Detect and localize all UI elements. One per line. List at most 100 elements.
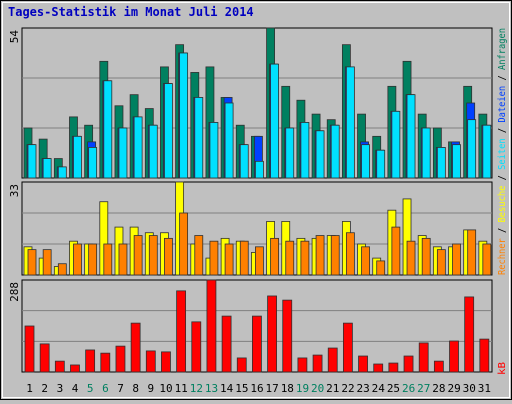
bar — [315, 235, 325, 276]
legend-entry: Dateien — [497, 86, 508, 123]
x-tick-label: 11 — [175, 382, 188, 395]
x-tick-label: 4 — [72, 382, 79, 395]
bar — [103, 243, 113, 276]
y-tick-label: 33 — [8, 184, 21, 197]
legend-entry: Seiten — [497, 138, 508, 170]
bar — [161, 351, 171, 373]
bar — [449, 340, 459, 373]
bar — [403, 355, 414, 373]
bar — [88, 243, 98, 276]
bar — [300, 122, 310, 179]
x-tick-label: 13 — [205, 382, 218, 395]
x-tick-label: 1 — [26, 382, 33, 395]
x-tick-label: 24 — [372, 382, 386, 395]
frame-bevel — [2, 2, 510, 398]
bar — [330, 124, 340, 179]
bar — [54, 360, 65, 373]
bar — [267, 295, 277, 373]
bar — [388, 362, 399, 373]
bar — [164, 83, 173, 179]
x-tick-label: 5 — [87, 382, 94, 395]
bar — [39, 343, 50, 373]
bar — [479, 338, 490, 373]
bar — [467, 229, 477, 276]
bar — [391, 226, 401, 276]
x-tick-label: 27 — [417, 382, 430, 395]
bar — [57, 263, 67, 276]
bar — [209, 122, 219, 179]
x-tick-label: 30 — [463, 382, 476, 395]
bar — [130, 322, 141, 373]
bar — [148, 124, 158, 179]
chart-title: Tages-Statistik im Monat Juli 2014 — [8, 5, 254, 19]
bar — [312, 354, 323, 373]
y-tick-label: 54 — [8, 30, 21, 44]
bar — [467, 119, 477, 179]
bar — [373, 363, 384, 373]
x-tick-label: 22 — [341, 382, 354, 395]
bar — [376, 149, 386, 179]
bar — [297, 357, 308, 373]
bar — [361, 144, 370, 179]
legend-separator: / — [497, 70, 508, 86]
bar — [285, 127, 295, 179]
bar — [239, 144, 249, 179]
x-tick-label: 26 — [402, 382, 415, 395]
bar — [345, 66, 355, 179]
x-tick-label: 3 — [57, 382, 64, 395]
bar — [436, 147, 446, 179]
bar — [464, 296, 475, 373]
bar — [406, 94, 416, 179]
bar — [482, 124, 492, 179]
bar — [85, 349, 96, 373]
x-tick-label: 16 — [250, 382, 263, 395]
bar — [452, 144, 461, 179]
bar — [224, 243, 234, 276]
legend: Rechner / Besuche / Seiten / Dateien / A… — [497, 28, 508, 275]
bar — [100, 352, 111, 373]
x-tick-label: 7 — [117, 382, 124, 395]
bar — [282, 299, 293, 373]
bar — [433, 360, 444, 373]
bar — [300, 240, 310, 276]
bar — [315, 130, 325, 179]
x-tick-label: 29 — [447, 382, 460, 395]
bar — [133, 235, 143, 276]
bar — [194, 235, 204, 276]
x-tick-label: 6 — [102, 382, 109, 395]
legend-entry: Besuche — [497, 186, 508, 223]
bar — [70, 364, 80, 373]
bar — [418, 342, 429, 373]
legend-separator: / — [497, 123, 508, 139]
bar — [452, 243, 461, 276]
bar — [179, 212, 189, 276]
bar — [391, 110, 401, 179]
bar — [239, 240, 249, 276]
bar — [148, 235, 158, 276]
x-tick-label: 9 — [148, 382, 155, 395]
bar — [57, 166, 67, 179]
bar — [164, 237, 173, 276]
bar — [191, 321, 202, 373]
x-tick-label: 31 — [478, 382, 491, 395]
bar — [73, 243, 82, 276]
bar — [421, 237, 431, 276]
bar — [24, 325, 35, 373]
bar — [224, 102, 234, 179]
y-tick-label: 288 — [8, 282, 21, 302]
x-tick-label: 18 — [281, 382, 294, 395]
x-tick-label: 15 — [235, 382, 248, 395]
bar — [342, 322, 353, 373]
bar — [145, 350, 156, 373]
bar — [115, 345, 126, 373]
bar — [361, 246, 370, 276]
bar — [270, 237, 279, 276]
x-tick-label: 12 — [190, 382, 203, 395]
bar — [376, 260, 386, 276]
bar — [358, 355, 368, 373]
bar — [255, 160, 264, 179]
bar — [194, 97, 204, 179]
bar — [421, 127, 431, 179]
x-tick-label: 17 — [266, 382, 279, 395]
